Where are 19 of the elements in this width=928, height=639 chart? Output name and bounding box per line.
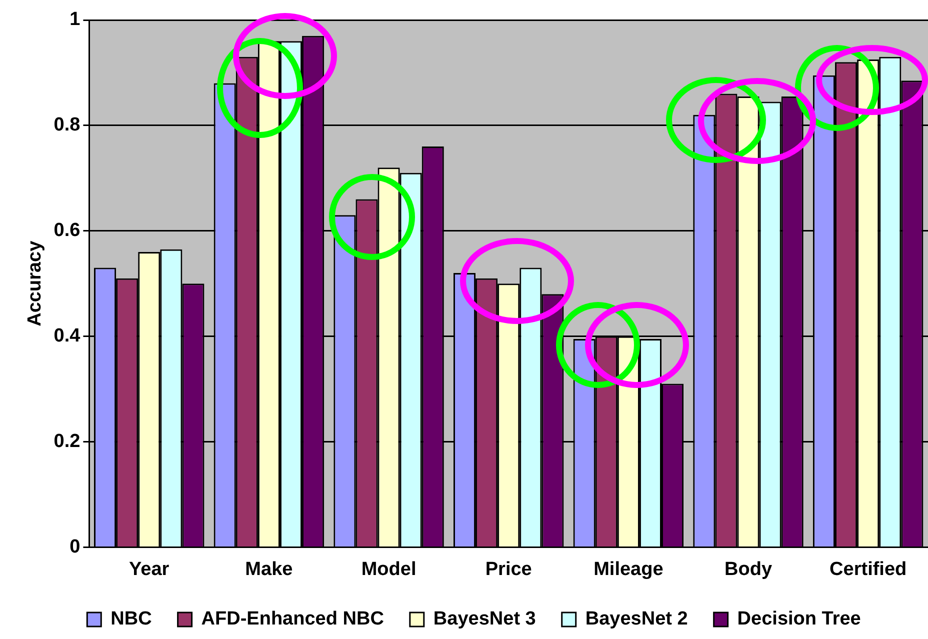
y-tick-label: 0.4 — [54, 326, 81, 347]
y-tick-label: 0.8 — [54, 114, 80, 136]
x-tick-label: Make — [245, 558, 293, 580]
y-tick-label: 1 — [70, 9, 81, 30]
legend-label: Decision Tree — [737, 608, 861, 630]
x-tick-label: Model — [361, 558, 416, 580]
y-tick-label: 0 — [70, 536, 80, 558]
legend-label: AFD-Enhanced NBC — [201, 608, 384, 630]
legend-label: BayesNet 3 — [433, 608, 536, 630]
legend-label: NBC — [110, 608, 152, 630]
legend-label: BayesNet 2 — [585, 608, 688, 630]
x-tick-label: Year — [129, 558, 170, 580]
x-tick-label: Body — [724, 558, 772, 580]
x-tick-label: Price — [485, 558, 532, 580]
y-axis-title: Accuracy — [24, 240, 46, 326]
y-tick-label: 0.6 — [54, 220, 80, 242]
x-tick-label: Certified — [830, 558, 907, 580]
y-tick-label: 0.2 — [54, 430, 80, 452]
x-tick-label: Mileage — [594, 558, 664, 580]
